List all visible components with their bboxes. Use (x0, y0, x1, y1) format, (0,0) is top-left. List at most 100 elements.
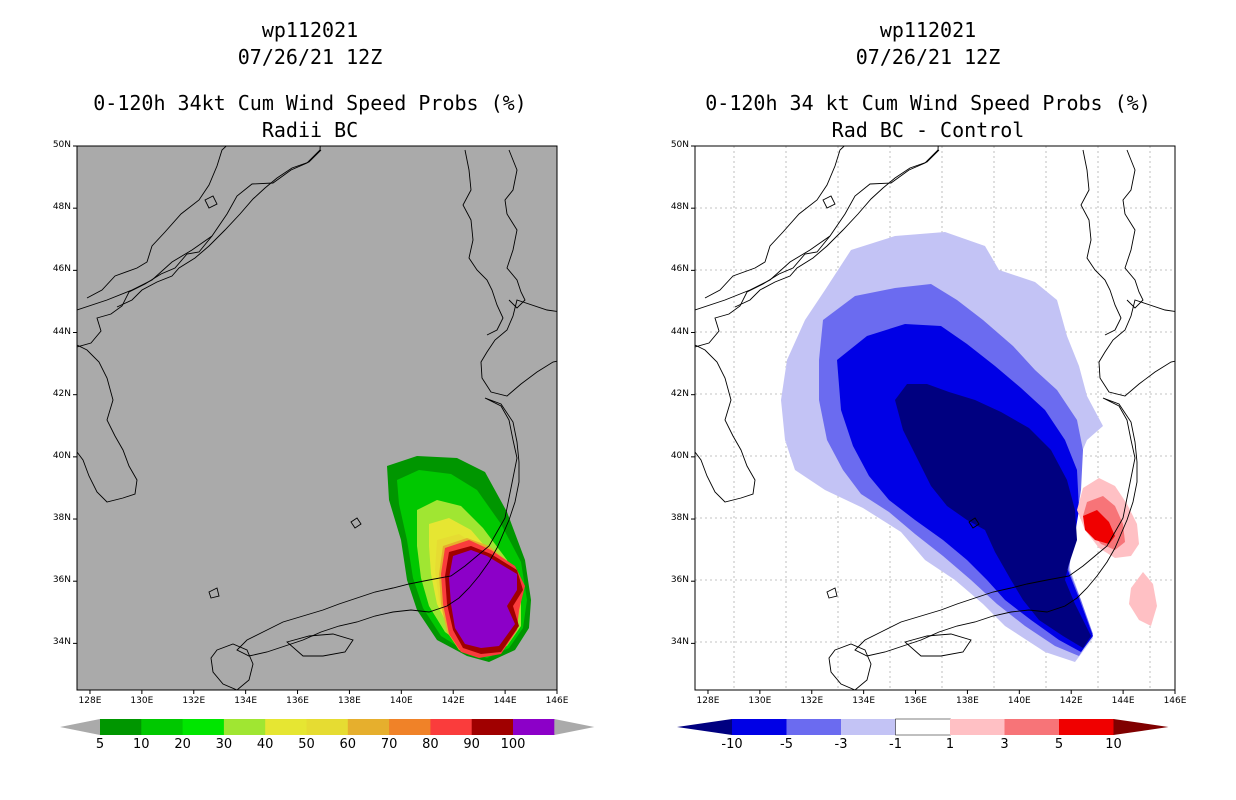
left-ytick-label: 36N (52, 575, 71, 586)
left-colorbar-label: 100 (500, 737, 526, 752)
left-xtick-label: 140E (389, 696, 413, 706)
left-xtick-label: 130E (130, 696, 154, 706)
right-ytick-label: 48N (670, 202, 689, 213)
right-colorbar-swatch (1004, 719, 1060, 735)
right-title-subtitle: Rad BC - Control (831, 118, 1025, 142)
right-title-storm-id: wp112021 (879, 18, 977, 42)
left-ytick-label: 44N (52, 326, 71, 337)
right-contour-plus1-southeast (1129, 572, 1157, 626)
left-colorbar-label: 50 (298, 737, 315, 752)
right-ytick-label: 42N (670, 388, 689, 399)
right-colorbar-swatch (895, 718, 951, 736)
right-colorbar-min-arrow (677, 719, 732, 735)
left-colorbar-label: 60 (339, 737, 357, 752)
left-colorbar-swatch (223, 719, 266, 735)
right-colorbar-label: 1 (945, 737, 955, 752)
right-title-product: 0-120h 34 kt Cum Wind Speed Probs (%) (705, 91, 1151, 115)
right-colorbar-label: 10 (1105, 737, 1122, 752)
right-xtick-label: 144E (1111, 696, 1135, 706)
right-colorbar-swatch (786, 719, 842, 735)
left-colorbar-swatch (265, 719, 307, 735)
left-xtick-label: 142E (441, 696, 465, 706)
left-colorbar-max-arrow (554, 719, 595, 735)
left-title-storm-id: wp112021 (261, 18, 359, 42)
right-colorbar-swatch (732, 719, 787, 735)
left-colorbar-swatch (347, 719, 390, 735)
left-axis-ticks (73, 145, 558, 694)
right-title-datetime: 07/26/21 12Z (855, 45, 1001, 69)
right-xtick-label: 128E (696, 696, 720, 706)
right-map (691, 145, 1176, 694)
left-colorbar-label: 40 (256, 737, 274, 752)
right-xtick-label: 136E (904, 696, 927, 706)
left-colorbar-swatch (513, 719, 555, 735)
left-colorbar-label: 10 (133, 737, 150, 752)
right-ytick-label: 50N (670, 140, 689, 150)
left-colorbar-label: 5 (95, 737, 105, 752)
right-map-frame (694, 145, 1176, 691)
right-colorbar-label: -3 (834, 737, 848, 752)
left-colorbar-swatch (471, 719, 514, 735)
right-ytick-label: 34N (670, 637, 689, 648)
left-map-frame (76, 145, 558, 691)
right-ytick-label: 36N (670, 575, 689, 586)
right-ytick-label: 38N (670, 513, 689, 524)
left-contour-100 (449, 550, 517, 648)
left-title-subtitle: Radii BC (261, 118, 359, 142)
right-colorbar-swatch (841, 719, 896, 735)
right-colorbar-max-arrow (1113, 719, 1169, 735)
left-colorbar-swatch (182, 719, 225, 735)
left-colorbar-label: 80 (422, 737, 439, 752)
left-colorbar-swatch (141, 719, 184, 735)
right-xtick-label: 138E (955, 696, 979, 706)
right-ytick-label: 44N (670, 326, 689, 337)
left-ytick-label: 34N (52, 637, 71, 648)
left-map (73, 145, 558, 694)
right-colorbar-label: 5 (1054, 737, 1064, 752)
left-colorbar (60, 719, 595, 735)
right-xtick-label: 132E (800, 696, 824, 706)
right-colorbar (677, 718, 1169, 736)
left-xtick-label: 138E (337, 696, 361, 706)
left-ytick-label: 50N (52, 140, 71, 150)
left-ytick-label: 38N (52, 513, 71, 524)
left-ytick-label: 48N (52, 202, 71, 213)
right-contour-plus5 (1083, 510, 1115, 544)
right-colorbar-label: -1 (889, 737, 902, 752)
left-colorbar-label: 90 (463, 737, 480, 752)
left-title-datetime: 07/26/21 12Z (237, 45, 383, 69)
right-difference-contours (781, 232, 1157, 662)
left-colorbar-label: 20 (174, 737, 191, 752)
left-ytick-label: 46N (52, 264, 71, 275)
right-colorbar-label: 3 (1000, 737, 1009, 752)
right-xtick-label: 142E (1059, 696, 1083, 706)
left-ytick-label: 42N (52, 388, 71, 399)
left-colorbar-min-arrow (60, 719, 100, 735)
left-colorbar-label: 30 (215, 737, 233, 752)
right-xtick-label: 130E (748, 696, 772, 706)
right-colorbar-label: -10 (721, 737, 743, 752)
right-xtick-label: 146E (1163, 696, 1187, 706)
right-colorbar-swatch (1059, 719, 1114, 735)
left-colorbar-swatch (306, 719, 349, 735)
right-ytick-label: 46N (670, 264, 689, 275)
left-colorbar-label: 70 (380, 737, 398, 752)
left-xtick-label: 144E (493, 696, 517, 706)
left-xtick-label: 134E (234, 696, 258, 706)
left-ytick-label: 40N (52, 450, 71, 461)
right-colorbar-swatch (950, 719, 1005, 735)
left-xtick-label: 146E (545, 696, 569, 706)
right-xtick-label: 140E (1007, 696, 1031, 706)
left-xtick-label: 132E (182, 696, 206, 706)
left-xtick-label: 136E (286, 696, 309, 706)
right-axis-ticks (691, 145, 1176, 694)
right-colorbar-label: -5 (780, 737, 793, 752)
right-contour-minus10 (895, 384, 1091, 648)
right-ytick-label: 40N (670, 450, 689, 461)
left-probability-contours (387, 456, 531, 662)
left-colorbar-swatch (389, 719, 431, 735)
left-colorbar-swatch (100, 719, 142, 735)
right-xtick-label: 134E (852, 696, 876, 706)
left-xtick-label: 128E (78, 696, 102, 706)
